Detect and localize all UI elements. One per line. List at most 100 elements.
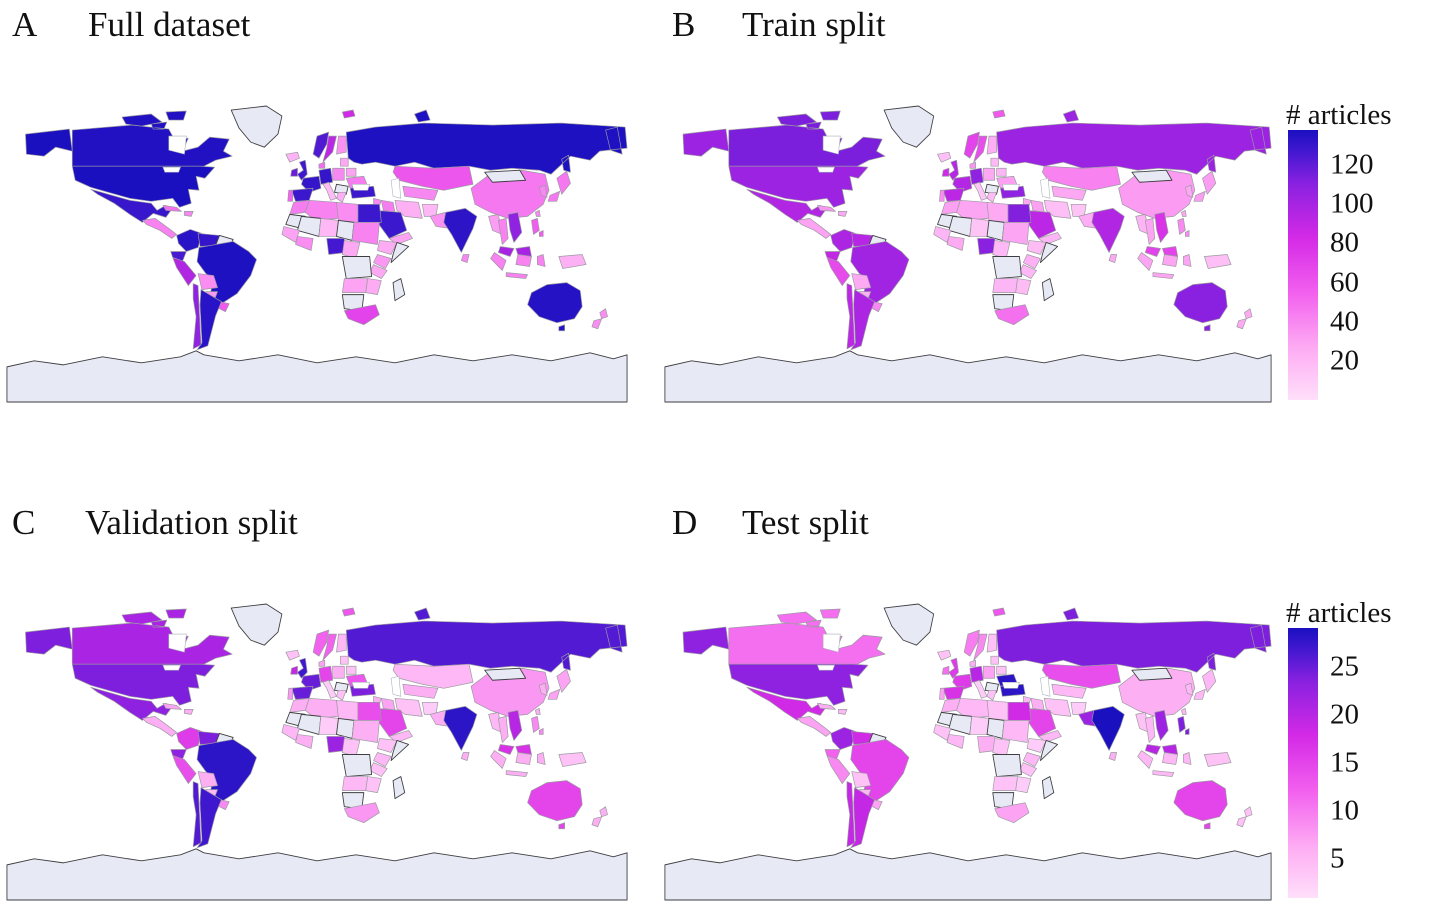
- country-niger: [969, 218, 990, 237]
- country-newguinea: [558, 254, 587, 269]
- country-afghanistan: [1070, 701, 1087, 715]
- country-iran: [394, 199, 423, 219]
- country-belarus: [996, 167, 1007, 177]
- water-body: [1040, 177, 1051, 199]
- country-southafrica: [343, 802, 380, 824]
- country-germany: [318, 167, 333, 185]
- country-romania: [334, 681, 349, 693]
- country-greenland: [883, 603, 935, 646]
- colorbar-top-gradient: [1288, 130, 1318, 400]
- country-canada: [71, 110, 233, 167]
- country-peru: [172, 755, 197, 784]
- colorbar-bottom-title: # articles: [1286, 597, 1392, 629]
- country-afghanistan: [421, 203, 439, 217]
- country-norway: [963, 131, 980, 159]
- country-egypt: [1007, 203, 1032, 223]
- country-ireland: [941, 665, 950, 675]
- country-thailand: [1144, 218, 1156, 245]
- country-poland: [332, 665, 345, 679]
- panel-d-letter: D: [672, 503, 698, 542]
- country-somalia: [390, 242, 410, 263]
- country-greece: [336, 689, 347, 701]
- water-body: [1001, 183, 1020, 191]
- country-mongolia: [484, 169, 527, 183]
- country-uk: [297, 159, 308, 181]
- country-ireland: [941, 167, 950, 177]
- panel-b-letter: B: [672, 5, 696, 44]
- country-baltics: [340, 655, 349, 665]
- country-poland: [982, 665, 996, 679]
- country-sudan: [1001, 222, 1030, 245]
- country-egypt: [357, 203, 382, 223]
- colorbar-tick-40: 40: [1330, 305, 1359, 338]
- country-iran: [394, 697, 423, 717]
- country-newguinea: [1204, 752, 1232, 767]
- country-southafrica: [343, 304, 380, 326]
- water-body: [390, 675, 402, 697]
- country-centralamerica: [142, 218, 177, 239]
- country-cuba: [162, 702, 182, 710]
- country-malaysia: [1144, 246, 1179, 257]
- country-colombia: [830, 727, 856, 750]
- country-baltics: [340, 157, 349, 167]
- country-drc: [341, 754, 373, 778]
- country-mexico: [90, 188, 173, 223]
- country-kazakhstan: [392, 165, 474, 191]
- country-kenya: [1022, 254, 1041, 269]
- country-angola: [992, 776, 1018, 791]
- panel-c-header: C Validation split: [12, 503, 298, 543]
- water-body: [816, 166, 835, 173]
- water-body: [390, 177, 402, 199]
- panel-a-letter: A: [12, 5, 38, 44]
- country-madagascar: [392, 278, 406, 302]
- country-srilanka: [1108, 752, 1118, 761]
- country-southafrica: [994, 304, 1030, 326]
- country-mali: [948, 215, 973, 237]
- country-iceland: [937, 151, 952, 163]
- country-chad: [986, 219, 1005, 241]
- country-italy: [322, 181, 337, 201]
- country-russia: [345, 607, 628, 673]
- country-indonesia: [490, 750, 546, 777]
- country-taiwan: [535, 708, 541, 715]
- country-ethiopia: [377, 240, 398, 255]
- colorbar-tick-20: 20: [1330, 698, 1359, 731]
- country-cameroon: [342, 738, 361, 757]
- country-sweden: [973, 633, 988, 661]
- country-kenya: [1022, 752, 1041, 767]
- country-afghanistan: [1070, 203, 1087, 217]
- country-newguinea: [558, 752, 587, 767]
- country-bolivia: [197, 273, 218, 290]
- country-chile: [192, 283, 202, 350]
- country-chad: [986, 717, 1005, 739]
- colorbar-tick-120: 120: [1330, 148, 1374, 181]
- country-bolivia: [197, 771, 218, 788]
- water-body: [351, 183, 371, 191]
- country-egypt: [357, 701, 382, 721]
- country-indonesia: [490, 252, 546, 279]
- country-philippines: [531, 716, 544, 735]
- country-cuba: [162, 204, 182, 212]
- country-india: [443, 207, 478, 253]
- country-greenland: [883, 105, 935, 148]
- country-iceland: [285, 649, 300, 661]
- country-italy: [973, 679, 988, 699]
- country-bolivia: [851, 273, 872, 290]
- country-chad: [336, 717, 355, 739]
- country-kazakhstan: [1042, 165, 1121, 191]
- country-colombia: [830, 229, 856, 252]
- colorbar-tick-100: 100: [1330, 187, 1374, 220]
- country-madagascar: [392, 776, 406, 800]
- country-kazakhstan: [392, 663, 474, 689]
- country-antarctica: [664, 350, 1272, 403]
- country-sweden: [322, 135, 337, 163]
- country-uzbek: [1051, 683, 1087, 699]
- country-germany: [969, 167, 984, 185]
- country-mexico: [90, 686, 173, 721]
- country-japan: [1193, 170, 1217, 202]
- country-uk: [297, 657, 308, 679]
- country-westafrica: [281, 724, 300, 741]
- country-canada: [71, 608, 233, 665]
- country-germany: [969, 665, 984, 683]
- country-newguinea: [1204, 254, 1232, 269]
